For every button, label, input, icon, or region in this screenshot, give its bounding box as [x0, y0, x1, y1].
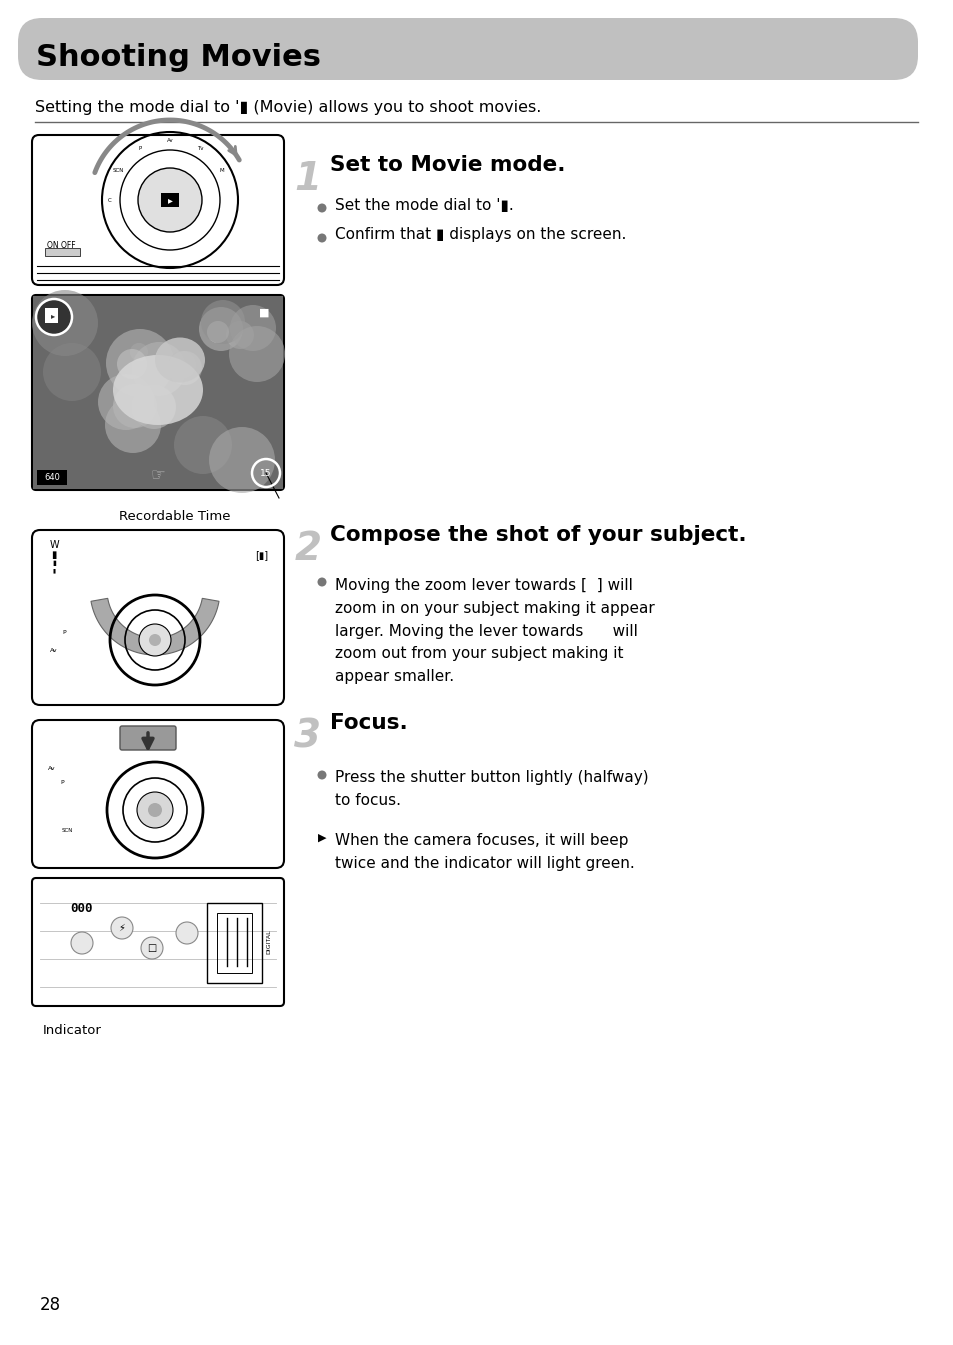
Circle shape	[317, 203, 326, 213]
Text: W: W	[50, 539, 59, 550]
Text: SCN: SCN	[112, 168, 124, 172]
Circle shape	[226, 321, 253, 348]
Bar	[207, 902, 262, 983]
Text: Setting the mode dial to '▮ (Movie) allows you to shoot movies.: Setting the mode dial to '▮ (Movie) allo…	[35, 100, 540, 116]
Text: Moving the zoom lever towards [  ] will
zoom in on your subject making it appear: Moving the zoom lever towards [ ] will z…	[335, 578, 654, 685]
Text: ▮: ▮	[51, 550, 56, 560]
Text: ▸: ▸	[168, 195, 172, 204]
Circle shape	[130, 343, 148, 360]
Ellipse shape	[112, 355, 203, 425]
Bar	[33, 296, 283, 490]
Text: When the camera focuses, it will beep
twice and the indicator will light green.: When the camera focuses, it will beep tw…	[335, 833, 634, 870]
Text: ▸: ▸	[51, 312, 55, 320]
FancyBboxPatch shape	[32, 295, 284, 490]
Text: M: M	[219, 168, 224, 172]
Circle shape	[175, 923, 198, 944]
Circle shape	[209, 426, 274, 494]
Circle shape	[173, 416, 232, 473]
Bar	[37, 469, 67, 486]
Text: C: C	[108, 198, 112, 203]
Text: 2: 2	[294, 530, 321, 568]
FancyBboxPatch shape	[32, 720, 284, 868]
Circle shape	[137, 792, 172, 829]
Circle shape	[43, 343, 101, 401]
Circle shape	[168, 351, 195, 379]
Text: Av: Av	[51, 647, 58, 652]
FancyBboxPatch shape	[120, 726, 175, 751]
Text: Confirm that ▮ displays on the screen.: Confirm that ▮ displays on the screen.	[335, 227, 626, 242]
Text: 3: 3	[294, 718, 321, 756]
Text: Set to Movie mode.: Set to Movie mode.	[330, 155, 565, 175]
Bar	[45, 247, 80, 256]
Circle shape	[168, 351, 202, 385]
Circle shape	[317, 771, 326, 780]
Text: Indicator: Indicator	[43, 1024, 102, 1037]
Text: P: P	[60, 780, 64, 784]
Ellipse shape	[154, 338, 205, 382]
Text: [▮]: [▮]	[255, 550, 269, 560]
Bar	[161, 192, 179, 207]
Circle shape	[138, 168, 202, 231]
Text: □: □	[147, 943, 156, 954]
Text: 28: 28	[40, 1297, 61, 1314]
Text: Av: Av	[167, 137, 173, 143]
Text: 1: 1	[294, 160, 321, 198]
Text: 000: 000	[71, 901, 93, 915]
Text: P: P	[138, 145, 141, 151]
Circle shape	[141, 937, 163, 959]
Circle shape	[199, 307, 243, 351]
Polygon shape	[91, 599, 219, 655]
Circle shape	[149, 633, 161, 646]
Circle shape	[32, 291, 98, 356]
Text: Compose the shot of your subject.: Compose the shot of your subject.	[330, 525, 746, 545]
Text: Av: Av	[49, 765, 56, 771]
Text: ▮: ▮	[52, 560, 56, 566]
Text: ON OFF: ON OFF	[47, 241, 75, 250]
FancyBboxPatch shape	[32, 530, 284, 705]
Text: ▮: ▮	[52, 569, 55, 573]
Circle shape	[112, 385, 157, 428]
Circle shape	[207, 321, 229, 343]
Circle shape	[111, 917, 132, 939]
Bar	[45, 308, 58, 323]
FancyBboxPatch shape	[18, 17, 917, 79]
Circle shape	[139, 624, 171, 656]
FancyBboxPatch shape	[32, 134, 284, 285]
Text: SCN: SCN	[61, 827, 72, 833]
Text: DIGITAL: DIGITAL	[266, 929, 272, 955]
Circle shape	[105, 397, 161, 453]
Text: Press the shutter button lightly (halfway)
to focus.: Press the shutter button lightly (halfwa…	[335, 769, 648, 808]
Text: P: P	[62, 631, 66, 635]
FancyBboxPatch shape	[32, 878, 284, 1006]
Text: ☞: ☞	[151, 465, 165, 484]
Text: Set the mode dial to '▮.: Set the mode dial to '▮.	[335, 198, 514, 213]
Text: Recordable Time: Recordable Time	[119, 510, 231, 523]
Circle shape	[36, 299, 71, 335]
Text: Shooting Movies: Shooting Movies	[36, 43, 320, 73]
Circle shape	[71, 932, 92, 954]
Circle shape	[132, 385, 175, 429]
Text: 640: 640	[44, 473, 60, 483]
Text: Focus.: Focus.	[330, 713, 407, 733]
Text: ⚡: ⚡	[118, 923, 125, 933]
Circle shape	[229, 325, 285, 382]
Circle shape	[106, 330, 173, 397]
Text: ▶: ▶	[317, 833, 326, 843]
Circle shape	[148, 803, 162, 816]
Circle shape	[132, 342, 186, 395]
Text: ■: ■	[258, 308, 269, 317]
Circle shape	[230, 305, 275, 351]
Circle shape	[317, 234, 326, 242]
Circle shape	[317, 577, 326, 586]
Text: Tv: Tv	[196, 145, 203, 151]
Circle shape	[98, 374, 153, 430]
Bar	[216, 913, 252, 972]
Text: 15: 15	[260, 468, 272, 477]
Circle shape	[201, 300, 245, 344]
Circle shape	[117, 348, 147, 379]
